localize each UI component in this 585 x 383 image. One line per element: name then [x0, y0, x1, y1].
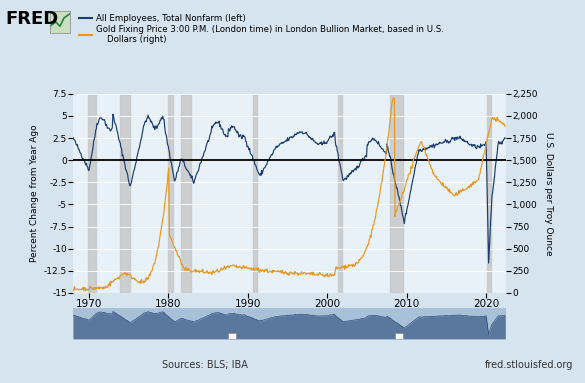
Text: fred.stlouisfed.org: fred.stlouisfed.org [485, 360, 573, 370]
Bar [338, 94, 342, 293]
Text: FRED: FRED [6, 10, 59, 28]
Y-axis label: U.S. Dollars per Troy Ounce: U.S. Dollars per Troy Ounce [543, 132, 553, 255]
FancyBboxPatch shape [228, 332, 236, 339]
Bar [120, 94, 130, 293]
Text: Sources: BLS; IBA: Sources: BLS; IBA [162, 360, 247, 370]
Bar [168, 94, 173, 293]
Bar [390, 94, 402, 293]
Legend: All Employees, Total Nonfarm (left), Gold Fixing Price 3:00 P.M. (London time) i: All Employees, Total Nonfarm (left), Gol… [79, 14, 443, 44]
FancyBboxPatch shape [395, 332, 402, 339]
Bar [88, 94, 96, 293]
Bar [181, 94, 191, 293]
Y-axis label: Percent Change from Year Ago: Percent Change from Year Ago [30, 124, 39, 262]
Bar [253, 94, 257, 293]
Bar [487, 94, 491, 293]
